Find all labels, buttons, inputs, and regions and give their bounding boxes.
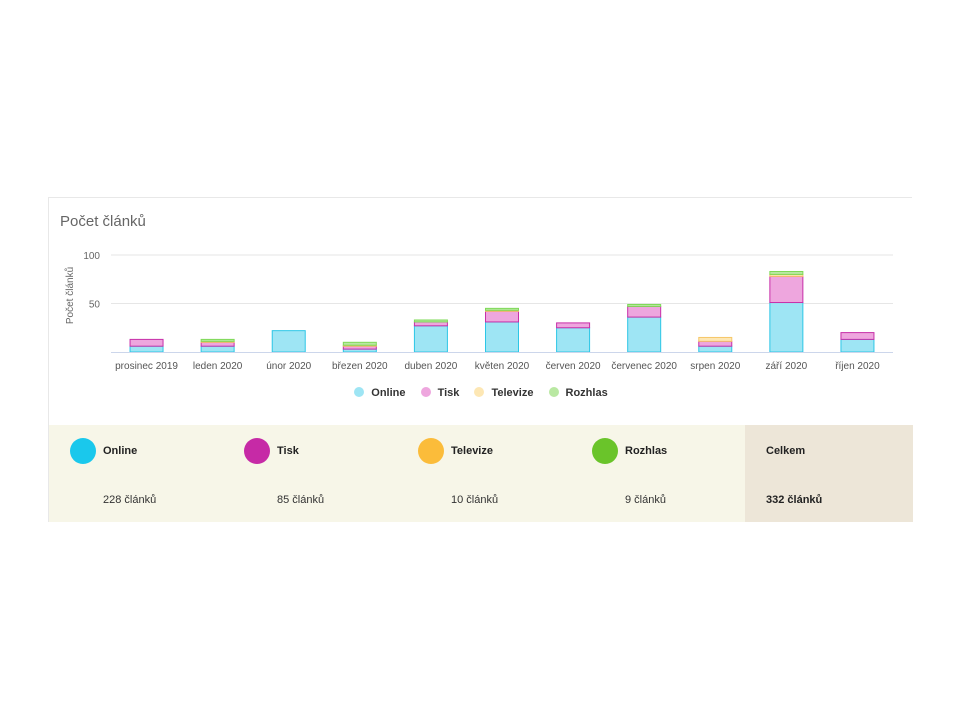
bar-segment — [698, 336, 733, 342]
legend-label: Televize — [491, 387, 534, 399]
bar-segment — [413, 321, 448, 327]
axes: 50 100 Počet článků prosinec 2019 leden 2020… — [64, 251, 893, 372]
legend-item-tisk[interactable]: Tisk — [420, 387, 460, 399]
summary-item-tisk: Tisk 85 článků — [223, 425, 397, 522]
bar-segment — [698, 345, 733, 353]
bar-segment — [840, 332, 875, 340]
bar-segment — [556, 327, 591, 353]
x-tick-label: prosinec 2019 — [115, 361, 178, 372]
bar-chart: 50 100 Počet článků prosinec 2019 leden 2020… — [64, 251, 893, 372]
bar-segment — [769, 270, 804, 275]
bar-segment — [129, 338, 164, 347]
bar-segment — [698, 340, 733, 347]
x-tick-label: říjen 2020 — [835, 361, 880, 372]
bar-segment — [413, 325, 448, 353]
bar-segment — [200, 345, 235, 353]
x-tick-label: únor 2020 — [266, 361, 311, 372]
legend-swatch-televize — [474, 387, 485, 397]
bars — [129, 270, 875, 353]
bar-segment — [342, 341, 377, 346]
legend-label: Tisk — [437, 387, 460, 399]
summary-count: 10 článků — [451, 494, 499, 506]
summary-label: Televize — [451, 445, 493, 457]
summary-total-label: Celkem — [766, 445, 806, 457]
bar-segment — [627, 316, 662, 353]
summary-dot-tisk — [244, 438, 270, 464]
y-tick-label: 50 — [89, 300, 101, 311]
summary-label: Rozhlas — [625, 445, 668, 457]
summary-item-rozhlas: Rozhlas 9 článků — [571, 425, 745, 522]
x-tick-label: duben 2020 — [404, 361, 457, 372]
x-tick-label: květen 2020 — [475, 361, 530, 372]
bar-segment — [200, 338, 235, 342]
grid-lines — [111, 254, 893, 304]
legend-label: Rozhlas — [565, 387, 608, 399]
summary-count: 9 článků — [625, 494, 666, 506]
bar-segment — [485, 321, 519, 353]
bar-segment — [485, 307, 519, 311]
summary-item-online: Online 228 článků — [49, 425, 223, 522]
bar-segment — [413, 319, 448, 323]
summary-total: Celkem 332 článků — [745, 425, 913, 522]
bar-segment — [271, 330, 306, 353]
bar-segment — [485, 310, 519, 323]
bar-segment — [840, 338, 875, 353]
summary-dot-online — [70, 438, 96, 464]
bar-segment — [627, 303, 662, 307]
summary-count: 228 článků — [103, 494, 157, 506]
bar-segment — [769, 275, 804, 304]
x-tick-label: březen 2020 — [332, 361, 388, 372]
legend-swatch-rozhlas — [548, 387, 559, 397]
x-tick-label: červenec 2020 — [611, 361, 677, 372]
bar-segment — [769, 302, 804, 353]
legend-item-televize[interactable]: Televize — [474, 387, 533, 399]
legend-swatch-online — [354, 387, 365, 397]
bar-segment — [129, 345, 164, 353]
summary-count: 85 článků — [277, 494, 325, 506]
x-tick-label: srpen 2020 — [690, 361, 740, 372]
chart-panel: Počet článků 50 100 Počet článků prosinec 2… — [48, 197, 913, 522]
panel-title: Počet článků — [60, 213, 146, 230]
legend-swatch-tisk — [420, 387, 431, 397]
legend-item-online[interactable]: Online — [354, 387, 406, 399]
y-axis-title: Počet článků — [64, 267, 76, 324]
chart-legend: Online Tisk Televize Rozhlas — [49, 387, 913, 399]
x-tick-label: leden 2020 — [193, 361, 243, 372]
summary-total-count: 332 článků — [766, 494, 823, 506]
x-tick-label: červen 2020 — [546, 361, 601, 372]
summary-dot-rozhlas — [592, 438, 618, 464]
bar-segment — [556, 322, 591, 329]
summary-dot-televize — [418, 438, 444, 464]
summary-item-televize: Televize 10 článků — [397, 425, 571, 522]
summary-strip: Online 228 článků Tisk 85 článků Televiz… — [49, 425, 913, 522]
legend-item-rozhlas[interactable]: Rozhlas — [548, 387, 608, 399]
summary-label: Online — [103, 445, 138, 457]
legend-label: Online — [371, 387, 406, 399]
x-tick-label: září 2020 — [766, 361, 808, 372]
summary-label: Tisk — [277, 445, 299, 457]
bar-segment — [200, 341, 235, 347]
y-tick-label: 100 — [83, 251, 100, 262]
bar-segment — [627, 305, 662, 318]
